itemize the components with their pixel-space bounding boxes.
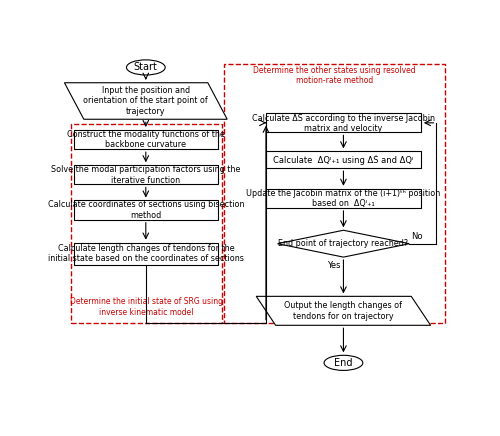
- Bar: [266, 189, 421, 208]
- Text: Determine the other states using resolved
motion-rate method: Determine the other states using resolve…: [253, 66, 416, 85]
- Text: Calculate ΔṠ according to the inverse Jacobin
matrix and velocity: Calculate ΔṠ according to the inverse Ja…: [252, 112, 435, 133]
- Ellipse shape: [324, 355, 363, 371]
- Bar: [74, 201, 218, 220]
- Bar: [266, 151, 421, 168]
- Text: Start: Start: [134, 62, 158, 72]
- Text: Determine the initial state of SRG using
inverse kinematic model: Determine the initial state of SRG using…: [70, 297, 223, 317]
- Polygon shape: [256, 296, 430, 325]
- Text: Solve the modal participation factors using the
iterative function: Solve the modal participation factors us…: [51, 165, 240, 184]
- Bar: [71, 125, 222, 323]
- Text: Calculate length changes of tendons for the
initial state based on the coordinat: Calculate length changes of tendons for …: [48, 244, 244, 263]
- Text: Calculate coordinates of sections using bisection
method: Calculate coordinates of sections using …: [48, 201, 244, 220]
- Polygon shape: [278, 230, 409, 257]
- Text: End point of trajectory reached?: End point of trajectory reached?: [278, 239, 408, 248]
- Text: Output the length changes of
tendons for on trajectory: Output the length changes of tendons for…: [284, 301, 403, 320]
- Text: Calculate  ΔQᴵ₊₁ using ΔṠ and ΔQᴵ: Calculate ΔQᴵ₊₁ using ΔṠ and ΔQᴵ: [273, 155, 414, 165]
- Bar: [266, 113, 421, 133]
- Text: Construct the modality functions of the
backbone curvature: Construct the modality functions of the …: [67, 130, 225, 149]
- Text: End: End: [334, 358, 352, 368]
- Text: Yes: Yes: [327, 261, 340, 270]
- Bar: [224, 64, 444, 323]
- Polygon shape: [64, 83, 227, 119]
- Bar: [74, 242, 218, 265]
- Text: No: No: [411, 232, 423, 242]
- Bar: [74, 165, 218, 184]
- Text: Update the Jacobin matrix of the (i+1)ᵗʰ position
based on  ΔQᴵ₊₁: Update the Jacobin matrix of the (i+1)ᵗʰ…: [246, 189, 440, 208]
- Ellipse shape: [126, 60, 165, 75]
- Text: Input the position and
orientation of the start point of
trajectory: Input the position and orientation of th…: [84, 86, 208, 116]
- Bar: [74, 130, 218, 149]
